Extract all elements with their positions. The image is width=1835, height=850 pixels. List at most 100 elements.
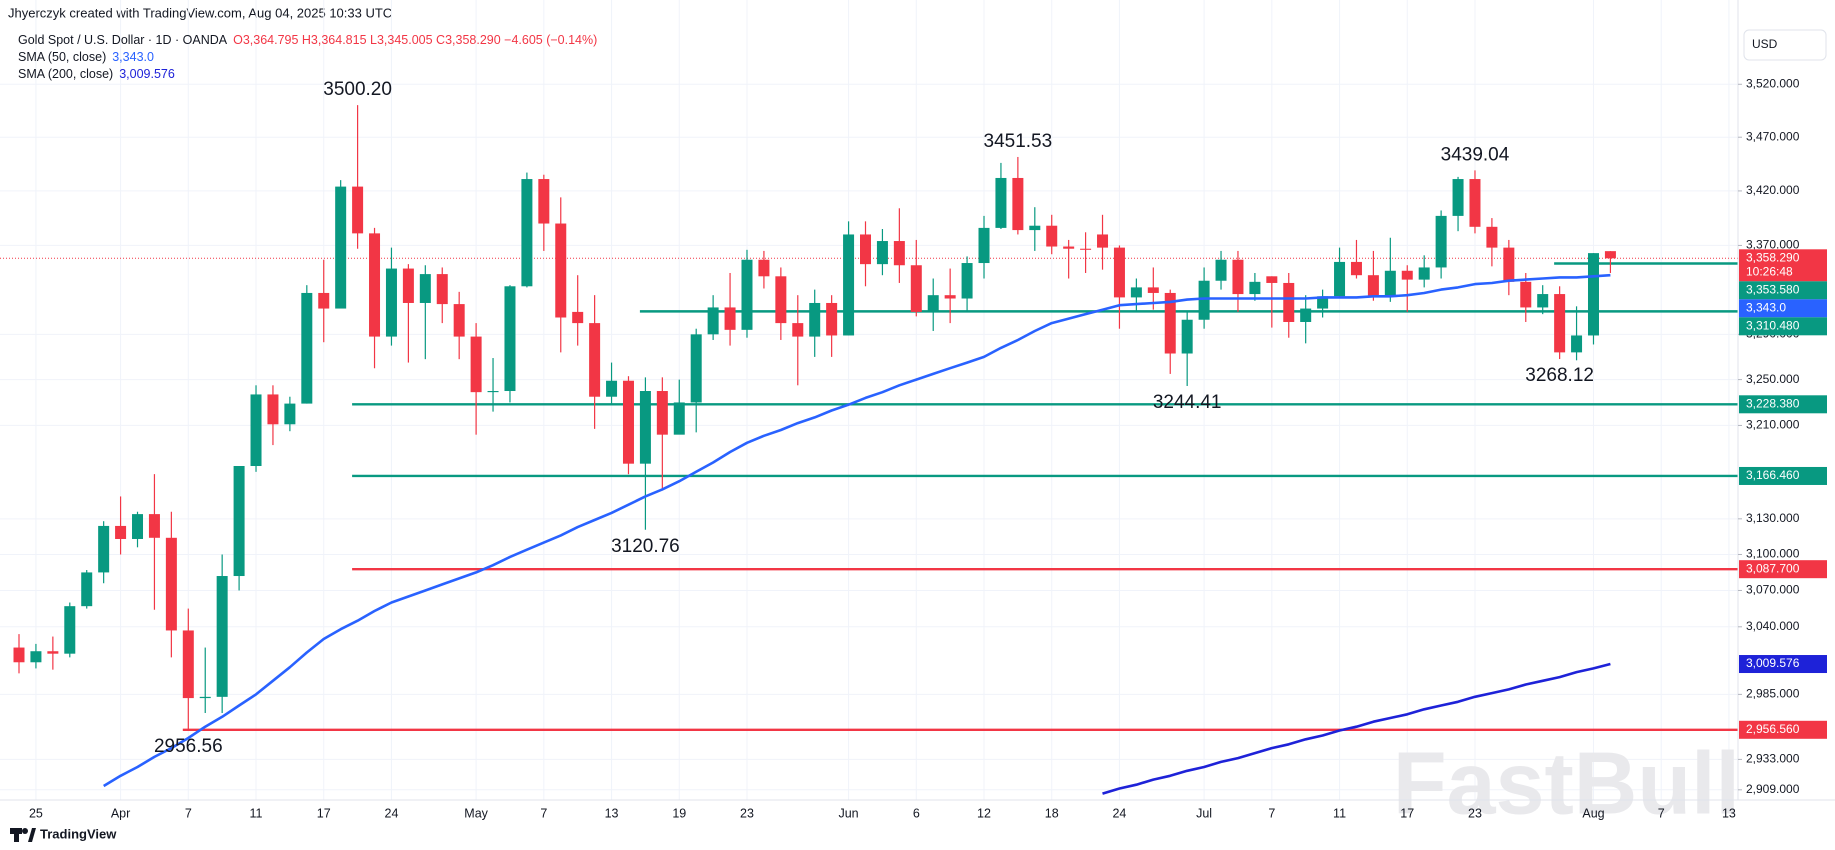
candle-body [944, 295, 956, 299]
candle-body [1283, 282, 1295, 322]
candle-body [792, 323, 804, 337]
candle-body [1350, 261, 1362, 276]
y-tick-label: 3,370.000 [1746, 238, 1800, 252]
x-tick-label: Jun [838, 806, 858, 820]
x-tick-label: 7 [1658, 806, 1665, 820]
footer: TradingView [40, 826, 117, 841]
candle-body [30, 651, 42, 663]
candle-body [927, 295, 939, 312]
x-tick-label: Aug [1582, 806, 1604, 820]
legend-sma50: SMA (50, close) 3,343.0 [18, 50, 154, 64]
x-tick-label: May [464, 806, 488, 820]
x-tick-label: 13 [605, 806, 619, 820]
logo-part [14, 828, 19, 842]
price-annotation: 3120.76 [611, 536, 680, 557]
sma-line [1102, 662, 1611, 795]
candle-body [1469, 179, 1481, 227]
y-tick-label: 3,070.000 [1746, 583, 1800, 597]
candle-body [606, 380, 618, 397]
candle-body [910, 265, 922, 312]
candle-body [1113, 247, 1125, 298]
candle-body [1604, 251, 1616, 259]
x-tick-label: 23 [1468, 806, 1482, 820]
candle-body [284, 403, 296, 425]
y-tick-label: 3,520.000 [1746, 76, 1800, 90]
candle-body [250, 394, 262, 467]
x-tick-label: Jul [1196, 806, 1212, 820]
candle-body [741, 259, 753, 330]
candle-body [1080, 248, 1092, 250]
y-tick-label: 2,985.000 [1746, 687, 1800, 701]
candle-body [1046, 225, 1058, 247]
candle-body [1317, 296, 1329, 309]
candle-body [775, 276, 787, 324]
candle-body [1587, 253, 1599, 336]
candle-body [555, 223, 567, 318]
candle-body [1554, 294, 1566, 353]
axis-price-label [1739, 299, 1827, 318]
x-tick-label: Apr [111, 806, 130, 820]
candle-body [1520, 281, 1532, 308]
legend-sma200: SMA (200, close) 3,009.576 [18, 67, 175, 81]
axis-price-text: 3,228.380 [1746, 396, 1800, 410]
candle-body [656, 391, 668, 435]
candle-body [622, 380, 634, 464]
axis-price-label [1739, 720, 1827, 739]
candle-body [385, 268, 397, 337]
candle-body [233, 466, 245, 577]
candle-body [165, 537, 177, 631]
axis-price-label [1739, 655, 1827, 674]
candle-body [1300, 308, 1312, 322]
axis-price-text: 2,956.560 [1746, 722, 1800, 736]
candle-body [1249, 281, 1261, 295]
series-name: SMA (50, close) [18, 50, 106, 64]
y-tick-label: 3,470.000 [1746, 129, 1800, 143]
candle-body [1486, 226, 1498, 248]
series-value: 3,009.576 [119, 67, 175, 81]
candle-body [572, 311, 584, 324]
price-annotation: 2956.56 [154, 736, 223, 757]
x-tick-label: 11 [1333, 806, 1346, 820]
axis-price-label [1739, 395, 1827, 414]
axis-price-label [1739, 249, 1827, 282]
candle-body [64, 606, 76, 654]
candle-body [589, 323, 601, 397]
price-annotation: 3268.12 [1525, 365, 1594, 386]
currency-box[interactable] [1743, 29, 1827, 61]
candle-body [1537, 294, 1549, 308]
price-annotation: 3439.04 [1441, 144, 1510, 165]
x-tick-label: 18 [1045, 806, 1059, 820]
axis-price-label [1739, 281, 1827, 300]
series-value: 3,343.0 [112, 50, 154, 64]
candle-body [1147, 287, 1159, 293]
x-tick-label: 25 [29, 806, 43, 820]
candle-body [1418, 267, 1430, 280]
axis-price-label [1739, 466, 1827, 485]
candle-body [1198, 280, 1210, 320]
series-name: SMA (200, close) [18, 67, 113, 81]
x-tick-label: 7 [540, 806, 547, 820]
y-tick-label: 2,933.000 [1746, 752, 1800, 766]
y-tick-label: 2,909.000 [1746, 782, 1800, 796]
candle-body [521, 179, 533, 287]
axis-price-text: 3,087.700 [1746, 561, 1800, 575]
candle-body [216, 576, 228, 697]
candle-body [1334, 261, 1346, 297]
footer-logo [10, 828, 36, 842]
candle-body [453, 304, 465, 337]
candle-body [724, 307, 736, 330]
candle-body [1571, 335, 1583, 353]
candle-body [860, 234, 871, 265]
candle-body [876, 241, 888, 265]
y-axis: 3,520.0003,470.0003,420.0003,370.0003,29… [1738, 76, 1827, 796]
candle-body [436, 274, 448, 305]
candle-body [1401, 270, 1413, 280]
x-tick-label: 7 [1268, 806, 1275, 820]
candle-body [1266, 276, 1278, 283]
candle-body [1012, 177, 1024, 231]
candle-body [148, 514, 160, 538]
y-tick-label: 3,040.000 [1746, 619, 1800, 633]
y-tick-label: 3,100.000 [1746, 547, 1800, 561]
candle-body [504, 286, 516, 392]
candle-body [335, 186, 347, 309]
